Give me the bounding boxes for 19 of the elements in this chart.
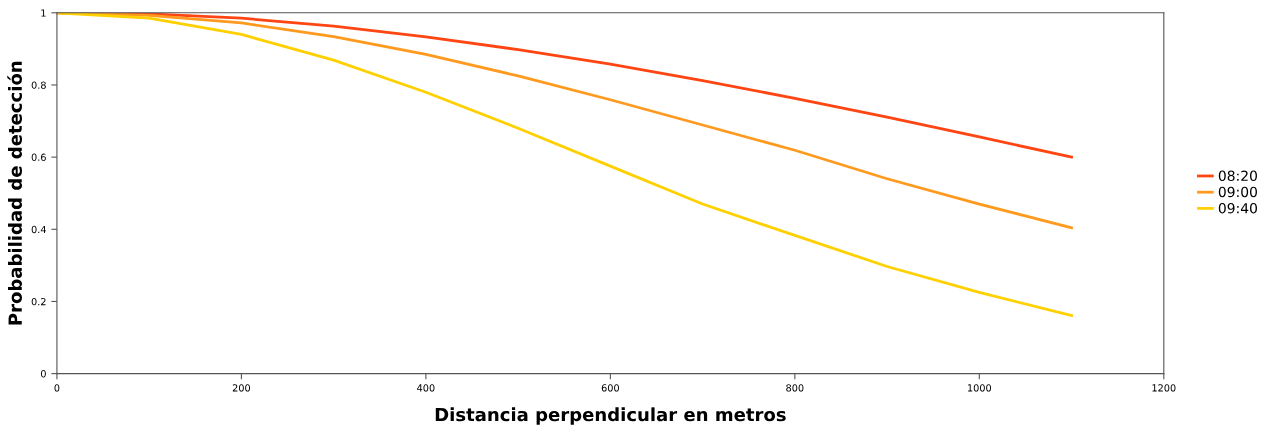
- x-axis-title: Distancia perpendicular en metros: [435, 407, 786, 425]
- x-tick-label: 800: [786, 384, 804, 392]
- x-tick-label: 1200: [1152, 384, 1176, 392]
- x-tick-label: 1000: [968, 384, 992, 392]
- line-series: [56, 12, 1073, 317]
- x-tick-label: 0: [54, 384, 60, 392]
- y-tick-label: 0.6: [31, 153, 46, 161]
- y-tick-label: 0: [40, 370, 46, 378]
- legend-label: 09:00: [1218, 186, 1257, 198]
- x-tick-label: 600: [601, 384, 619, 392]
- legend-label: 08:20: [1218, 170, 1257, 182]
- y-tick-label: 0.4: [31, 225, 46, 234]
- y-tick-label: 0.2: [31, 297, 46, 306]
- y-tick-label: 1: [41, 9, 46, 17]
- y-axis-title: Probabilidad de detección: [7, 61, 22, 325]
- y-tick-label: 0.8: [31, 81, 46, 89]
- x-tick-label: 400: [417, 384, 435, 392]
- x-tick-label: 200: [232, 384, 251, 392]
- legend-label: 09:40: [1218, 202, 1257, 214]
